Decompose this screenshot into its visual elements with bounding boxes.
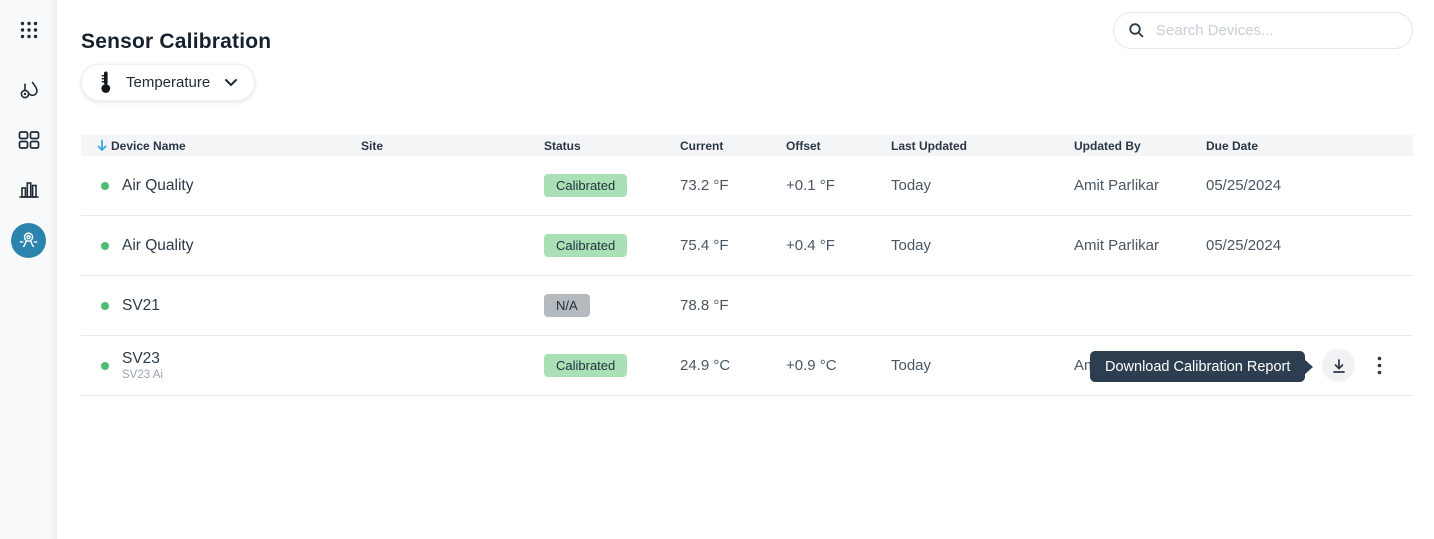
table-row[interactable]: Air Quality Calibrated 75.4 °F +0.4 °F T… [81, 216, 1413, 276]
temperature-filter-dropdown[interactable]: Temperature [81, 64, 256, 101]
devices-table: Device Name Site Status Current Offset L… [81, 135, 1413, 396]
last-updated-cell: Today [891, 237, 932, 254]
sidebar-item-apps[interactable] [0, 10, 57, 50]
last-updated-cell: Today [891, 177, 932, 194]
tooltip-arrow [1304, 358, 1314, 375]
search-icon [1128, 22, 1145, 39]
sidebar-item-analytics[interactable] [0, 170, 57, 210]
status-badge: Calibrated [544, 354, 628, 377]
page-title: Sensor Calibration [81, 30, 272, 54]
column-header-status[interactable]: Status [544, 138, 581, 153]
search-box[interactable] [1113, 12, 1413, 49]
status-badge: Calibrated [544, 174, 628, 197]
updated-by-cell: Amit Parlikar [1074, 237, 1160, 254]
offset-cell: +0.4 °F [786, 237, 835, 254]
table-header-row: Device Name Site Status Current Offset L… [81, 135, 1413, 156]
device-name: SV23 [122, 349, 160, 367]
sidebar [0, 0, 57, 539]
column-header-updated-by[interactable]: Updated By [1074, 138, 1141, 153]
chevron-down-icon [224, 78, 238, 87]
status-dot [101, 361, 109, 370]
current-cell: 73.2 °F [680, 177, 729, 194]
download-calibration-report-button[interactable] [1322, 349, 1355, 382]
search-input[interactable] [1154, 21, 1398, 40]
due-date-cell: 05/25/2024 [1206, 177, 1282, 194]
column-header-offset[interactable]: Offset [786, 138, 821, 153]
device-subtitle: SV23 Ai [122, 369, 163, 381]
table-row[interactable]: SV21 N/A 78.8 °F [81, 276, 1413, 336]
tooltip: Download Calibration Report [1090, 351, 1314, 382]
current-cell: 24.9 °C [680, 357, 731, 374]
sidebar-item-climate[interactable] [0, 70, 57, 110]
current-cell: 75.4 °F [680, 237, 729, 254]
device-name: Air Quality [122, 176, 194, 194]
status-badge: Calibrated [544, 234, 628, 257]
kebab-menu-icon [1377, 356, 1382, 375]
column-header-site[interactable]: Site [361, 138, 384, 153]
download-icon [1330, 357, 1348, 375]
column-header-due-date[interactable]: Due Date [1206, 138, 1259, 153]
status-dot [101, 301, 109, 310]
due-date-cell: 05/25/2024 [1206, 237, 1282, 254]
analytics-icon [17, 179, 41, 201]
apps-grid-icon [18, 19, 40, 41]
status-dot [101, 241, 109, 250]
table-row[interactable]: Air Quality Calibrated 73.2 °F +0.1 °F T… [81, 156, 1413, 216]
column-header-device-name[interactable]: Device Name [81, 139, 361, 153]
sort-descending-icon [97, 139, 107, 152]
calibration-icon [17, 229, 40, 252]
offset-cell: +0.9 °C [786, 357, 837, 374]
active-item-highlight [11, 222, 46, 258]
dashboard-icon [17, 129, 41, 151]
climate-icon [16, 77, 42, 103]
status-dot [101, 181, 109, 190]
tooltip-text: Download Calibration Report [1105, 358, 1291, 375]
column-header-current[interactable]: Current [680, 138, 724, 153]
updated-by-cell: Amit Parlikar [1074, 177, 1160, 194]
row-menu-button[interactable] [1363, 349, 1396, 382]
column-header-last-updated[interactable]: Last Updated [891, 138, 968, 153]
sidebar-item-calibration[interactable] [0, 222, 57, 258]
thermometer-icon [99, 70, 112, 95]
offset-cell: +0.1 °F [786, 177, 835, 194]
device-name: SV21 [122, 296, 160, 314]
status-badge: N/A [544, 294, 590, 317]
current-cell: 78.8 °F [680, 297, 729, 314]
sidebar-item-dashboard[interactable] [0, 120, 57, 160]
device-name: Air Quality [122, 236, 194, 254]
last-updated-cell: Today [891, 357, 932, 374]
filter-label: Temperature [126, 74, 211, 91]
